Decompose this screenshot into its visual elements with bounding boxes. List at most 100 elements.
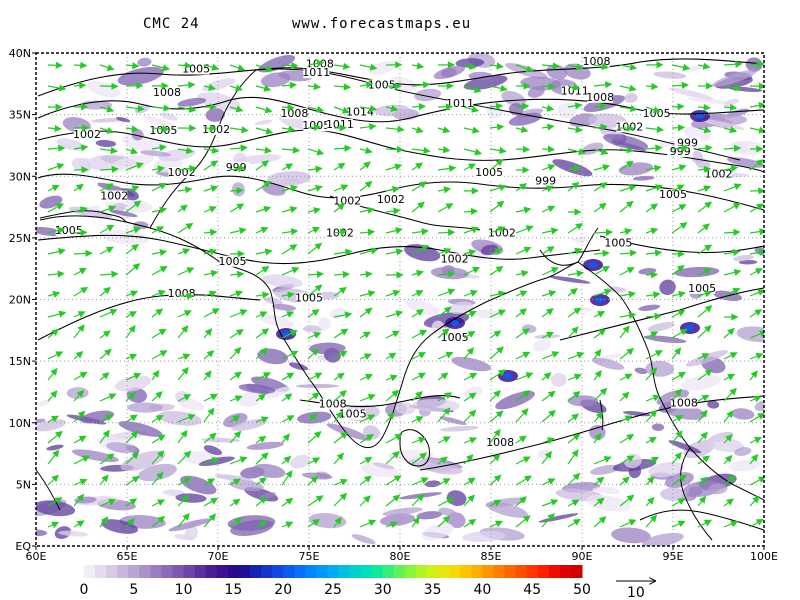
isobar-label-bg (55, 224, 82, 236)
isobar-label-bg (441, 253, 468, 265)
wind-arrow (203, 394, 219, 402)
wind-arrow (125, 372, 142, 381)
wind-arrow (567, 373, 582, 381)
isobar-label: 1002 (333, 194, 361, 207)
colorbar-swatch (515, 565, 528, 578)
wind-arrow (229, 270, 245, 278)
wind-arrow (463, 372, 478, 381)
wind-arrow (73, 324, 85, 339)
wind-arrow (593, 123, 608, 131)
wind-arrow (307, 518, 321, 528)
colorbar-label: 45 (523, 582, 541, 598)
wind-arrow (385, 145, 405, 154)
wind-arrow (47, 430, 63, 444)
precip-cell (250, 376, 289, 392)
wind-arrow (47, 310, 67, 318)
lat-tick-label: 10N (9, 417, 31, 430)
isobar-label-bg (168, 287, 195, 299)
precip-cell (316, 291, 340, 300)
precip-cell (252, 463, 286, 479)
wind-arrow (229, 187, 244, 195)
wind-arrow (567, 499, 580, 507)
wind-arrow (515, 456, 531, 465)
wind-arrow (619, 494, 635, 507)
wind-arrow (515, 435, 527, 444)
wind-arrow (723, 144, 742, 152)
wind-arrow (749, 437, 762, 444)
wind-arrow (255, 416, 269, 424)
wind-arrow (385, 186, 400, 194)
wind-arrow (411, 493, 425, 507)
wind-arrow (411, 391, 423, 402)
wind-arrow (229, 105, 244, 113)
wind-arrow (437, 248, 452, 255)
wind-arrow (307, 105, 325, 113)
wind-arrow (333, 286, 347, 297)
precip-cell (567, 395, 599, 407)
wind-arrow (567, 125, 583, 133)
colorbar-swatch (139, 565, 151, 578)
wind-arrow (645, 436, 657, 444)
colorbar-swatch (371, 565, 384, 578)
wind-arrow (385, 521, 398, 529)
wind-arrow (541, 390, 556, 402)
wind-arrow (567, 223, 584, 234)
wind-arrow (437, 228, 456, 237)
wind-arrow (359, 247, 379, 255)
wind-arrow (73, 61, 88, 69)
wind-arrow (645, 106, 661, 114)
wind-arrow (749, 412, 764, 423)
wind-arrow (489, 265, 504, 276)
wind-arrow (645, 227, 659, 235)
axis-ticks: 60E 65E 70E 75E 80E 85E 90E 95E 100E EQ 5N 10N 15N 20… (9, 47, 778, 563)
wind-arrow (281, 470, 293, 486)
wind-arrow (411, 329, 428, 339)
wind-arrow (463, 226, 480, 234)
wind-arrow (645, 456, 660, 465)
wind-arrow (47, 247, 66, 255)
wind-arrow (73, 478, 88, 486)
wind-arrow (567, 326, 579, 339)
wind-arrow (307, 207, 321, 215)
wind-arrow (125, 324, 136, 339)
wind-arrow (567, 148, 586, 156)
wind-arrow (489, 248, 503, 255)
wind-arrow (723, 410, 734, 423)
wind-arrow (671, 388, 682, 402)
wind-arrow (671, 204, 687, 213)
wind-arrow (593, 387, 608, 402)
wind-arrow (723, 352, 738, 360)
wind-arrow (203, 290, 217, 298)
precip-cell (405, 299, 439, 315)
wind-arrow (697, 495, 707, 507)
wind-arrow (177, 494, 190, 507)
wind-arrow (151, 265, 168, 276)
wind-arrow (359, 206, 375, 214)
wind-arrow (99, 429, 110, 444)
wind-arrow (515, 328, 530, 339)
wind-arrow (281, 146, 301, 154)
wind-arrow (229, 430, 242, 444)
wind-arrow (619, 146, 634, 154)
wind-arrow (697, 455, 711, 465)
wind-arrow (229, 456, 248, 465)
wind-arrow (99, 516, 109, 528)
isobar-label-bg (223, 162, 250, 174)
isobar-label: 1008 (586, 91, 614, 104)
wind-arrow (307, 165, 323, 173)
colorbar-swatch (504, 565, 517, 578)
precip-cell-intense (504, 373, 512, 379)
wind-arrow (203, 478, 216, 486)
wind-arrow (593, 62, 609, 70)
wind-arrow (359, 270, 373, 278)
wind-arrow (125, 62, 140, 70)
wind-arrow (541, 123, 555, 131)
wind-arrow (177, 147, 194, 155)
wind-arrow (203, 308, 220, 318)
india-coastline (39, 215, 579, 449)
wind-arrow (385, 248, 404, 256)
wind-arrow (177, 186, 193, 194)
precip-cell (668, 87, 714, 100)
wind-arrow (619, 476, 630, 486)
precip-cell (603, 133, 649, 150)
